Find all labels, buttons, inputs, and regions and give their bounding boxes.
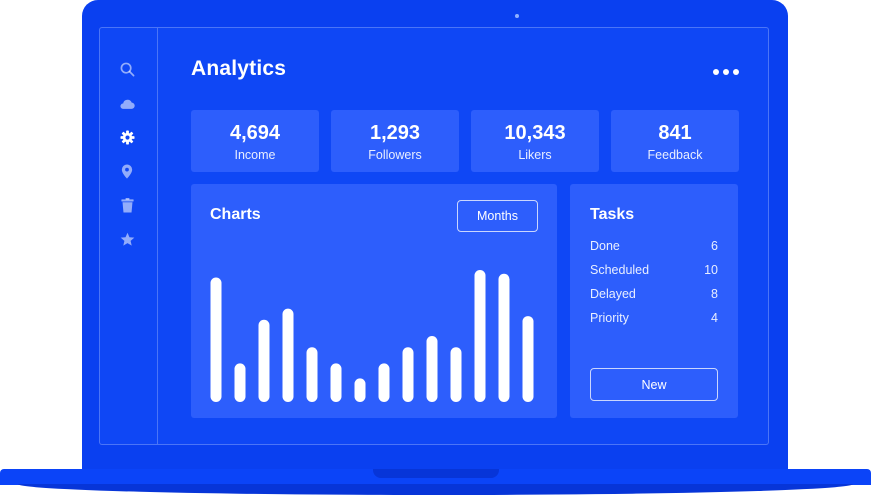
charts-title: Charts bbox=[210, 206, 261, 223]
location-pin-icon[interactable] bbox=[119, 163, 135, 179]
task-row-priority: Priority 4 bbox=[590, 311, 718, 325]
stat-card-income: 4,694 Income bbox=[191, 110, 319, 172]
stat-label: Feedback bbox=[647, 148, 703, 162]
camera-dot bbox=[515, 14, 519, 18]
task-label: Priority bbox=[590, 311, 629, 325]
bar-chart bbox=[210, 270, 534, 402]
stat-value: 10,343 bbox=[504, 122, 566, 144]
star-icon[interactable] bbox=[119, 231, 135, 247]
task-label: Delayed bbox=[590, 287, 636, 301]
app-screen: Analytics 4,694 Income 1,293 Followers 1… bbox=[99, 27, 769, 445]
stat-value: 841 bbox=[658, 122, 692, 144]
laptop-base bbox=[0, 469, 871, 495]
laptop-notch bbox=[373, 469, 499, 478]
new-task-button[interactable]: New bbox=[590, 368, 718, 401]
tasks-title: Tasks bbox=[590, 206, 635, 223]
chart-bar bbox=[522, 316, 534, 402]
chart-bar bbox=[282, 308, 294, 402]
search-icon[interactable] bbox=[119, 61, 135, 77]
chart-bar bbox=[426, 336, 438, 402]
trash-icon[interactable] bbox=[119, 197, 135, 213]
task-row-done: Done 6 bbox=[590, 239, 718, 253]
chart-bar bbox=[330, 363, 342, 402]
chart-bar bbox=[306, 347, 318, 402]
gear-icon[interactable] bbox=[119, 129, 135, 145]
chart-bar bbox=[498, 273, 510, 402]
stat-label: Income bbox=[234, 148, 276, 162]
charts-panel: Charts Months bbox=[191, 184, 557, 418]
chart-bar bbox=[402, 347, 414, 402]
task-count: 4 bbox=[711, 311, 718, 325]
task-row-delayed: Delayed 8 bbox=[590, 287, 718, 301]
task-label: Done bbox=[590, 239, 620, 253]
chart-bar bbox=[234, 363, 246, 402]
more-options-icon[interactable] bbox=[713, 67, 739, 77]
stat-card-feedback: 841 Feedback bbox=[611, 110, 739, 172]
tasks-panel: Tasks Done 6 Scheduled 10 Delayed 8 Prio… bbox=[570, 184, 738, 418]
sidebar bbox=[100, 28, 158, 444]
chart-bar bbox=[474, 270, 486, 402]
stat-card-likers: 10,343 Likers bbox=[471, 110, 599, 172]
page-title: Analytics bbox=[191, 57, 287, 80]
stat-card-followers: 1,293 Followers bbox=[331, 110, 459, 172]
task-row-scheduled: Scheduled 10 bbox=[590, 263, 718, 277]
cloud-icon[interactable] bbox=[119, 95, 135, 111]
months-button[interactable]: Months bbox=[457, 200, 538, 232]
task-label: Scheduled bbox=[590, 263, 650, 277]
chart-bar bbox=[378, 363, 390, 402]
chart-bar bbox=[210, 277, 222, 402]
chart-bar bbox=[354, 378, 366, 402]
chart-bar bbox=[450, 347, 462, 402]
task-count: 8 bbox=[711, 287, 718, 301]
stat-label: Followers bbox=[368, 148, 422, 162]
stat-label: Likers bbox=[518, 148, 552, 162]
task-count: 10 bbox=[704, 263, 718, 277]
stat-value: 4,694 bbox=[229, 122, 281, 144]
task-count: 6 bbox=[711, 239, 718, 253]
chart-bar bbox=[258, 319, 270, 402]
stat-value: 1,293 bbox=[369, 122, 421, 144]
